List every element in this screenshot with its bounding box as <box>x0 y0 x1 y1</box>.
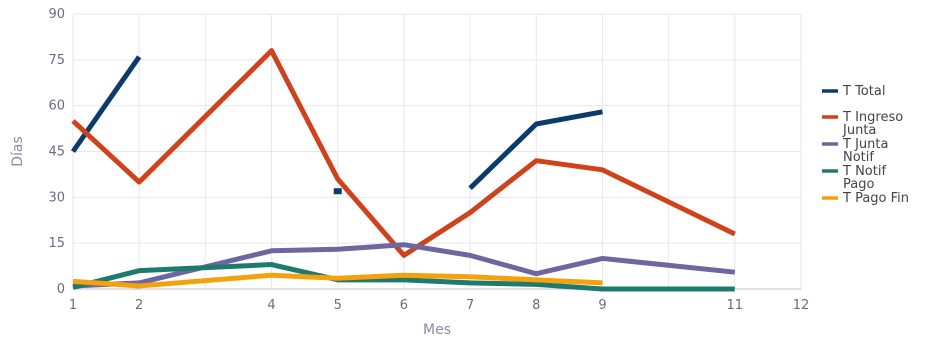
y-axis-title: Días <box>10 136 26 167</box>
series-3 <box>72 242 736 289</box>
x-tick-label: 5 <box>334 298 342 313</box>
legend-item: T Notif Pago <box>822 164 886 192</box>
x-tick-label: 12 <box>793 298 810 313</box>
x-tick-label: 11 <box>727 298 744 313</box>
legend-item: T Junta Notif <box>822 137 888 165</box>
legend-item: T Ingreso Junta <box>822 110 903 138</box>
y-tick-label: 90 <box>48 7 65 22</box>
legend-item: T Pago Fin <box>822 191 909 206</box>
y-tick-label: 15 <box>48 236 65 251</box>
legend-label: T Notif Pago <box>842 164 886 192</box>
series-line <box>468 109 603 190</box>
series-line <box>72 272 603 289</box>
y-tick-label: 0 <box>57 282 65 297</box>
series-point <box>333 188 342 195</box>
x-tick-label: 7 <box>466 298 474 313</box>
legend-label: T Ingreso Junta <box>842 110 903 138</box>
series-line <box>71 48 736 258</box>
legend-item: T Total <box>822 84 885 99</box>
series-lines <box>70 48 736 292</box>
y-tick-label: 60 <box>48 99 65 114</box>
series-2 <box>71 48 736 258</box>
y-tick-label: 75 <box>48 53 65 68</box>
series-4 <box>72 262 735 292</box>
grid <box>72 13 802 290</box>
legend-label: T Total <box>842 84 885 99</box>
series-5 <box>72 272 603 289</box>
x-tick-label: 8 <box>532 298 540 313</box>
x-tick-label: 1 <box>69 298 77 313</box>
x-tick-label: 6 <box>400 298 408 313</box>
legend-label: T Pago Fin <box>842 191 909 206</box>
series-line <box>72 242 736 289</box>
x-tick-label: 9 <box>598 298 606 313</box>
x-tick-label: 2 <box>135 298 143 313</box>
series-line <box>70 55 142 153</box>
series-1 <box>70 55 603 195</box>
legend-label: T Junta Notif <box>842 137 888 165</box>
x-tick-label: 4 <box>267 298 275 313</box>
y-tick-label: 45 <box>48 145 65 160</box>
x-axis-title: Mes <box>423 322 451 338</box>
y-tick-label: 30 <box>48 190 65 205</box>
series-line <box>72 262 735 292</box>
